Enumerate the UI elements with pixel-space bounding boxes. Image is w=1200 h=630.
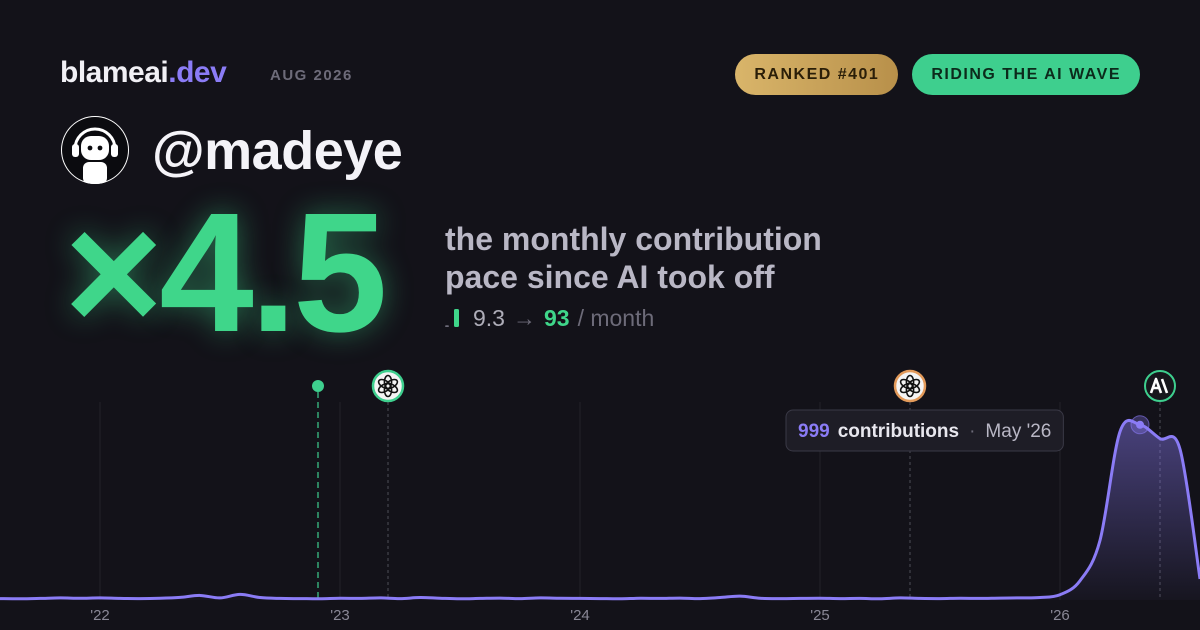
headline: the monthly contribution pace since AI t… <box>445 220 822 296</box>
mini-bar <box>445 325 449 327</box>
event-icon <box>1144 370 1176 402</box>
mini-bar <box>454 309 459 327</box>
x-tick-label: '26 <box>1050 607 1070 624</box>
handle: @madeye <box>152 121 403 181</box>
x-tick-label: '25 <box>810 607 830 624</box>
icon-ring <box>893 369 927 403</box>
x-tick-label: '23 <box>330 607 350 624</box>
badge: RANKED #401 <box>735 54 899 95</box>
event-dot <box>312 380 324 392</box>
x-tick-label: '22 <box>90 607 110 624</box>
event-icon <box>371 369 405 403</box>
tooltip-value: 999 <box>798 421 830 442</box>
icon-glyph <box>1149 377 1169 394</box>
multiplier: ×4.5 <box>64 178 388 368</box>
icon-ring <box>1144 370 1176 402</box>
badges: RANKED #401 RIDING THE AI WAVE <box>735 54 1140 95</box>
stats: 9.3 → 93 / month <box>445 305 654 331</box>
icon-petal <box>377 378 392 390</box>
x-tick-label: '24 <box>570 607 590 624</box>
tooltip-box <box>785 409 1064 452</box>
event-icon <box>893 369 927 403</box>
avatar <box>61 116 129 184</box>
brand: blameai.dev <box>60 56 227 90</box>
tooltip: 999 contributions · May '26 <box>785 409 1064 452</box>
tooltip-text: 999 contributions · May '26 <box>798 421 1051 442</box>
avatar-icon <box>62 117 128 184</box>
stat-before: 9.3 <box>473 304 505 331</box>
icon-petal <box>899 378 914 390</box>
line <box>0 418 1200 601</box>
highlight-dot <box>1136 420 1144 429</box>
stat-unit: / month <box>577 304 655 331</box>
stat-after: 93 <box>543 304 570 331</box>
brand-name: blameai <box>60 56 169 89</box>
brand-suffix: .dev <box>168 56 227 89</box>
tooltip-separator: · <box>969 421 975 442</box>
mini-bars <box>445 309 459 327</box>
tooltip-date: May '26 <box>985 421 1051 442</box>
badge: RIDING THE AI WAVE <box>912 54 1140 95</box>
tooltip-label: contributions <box>838 421 959 442</box>
stat-arrow: → <box>512 304 536 331</box>
date: AUG 2026 <box>270 67 353 84</box>
icon-ring <box>371 369 405 403</box>
headline-line: the monthly contribution <box>445 221 822 257</box>
headline-line: pace since AI took off <box>445 259 775 295</box>
